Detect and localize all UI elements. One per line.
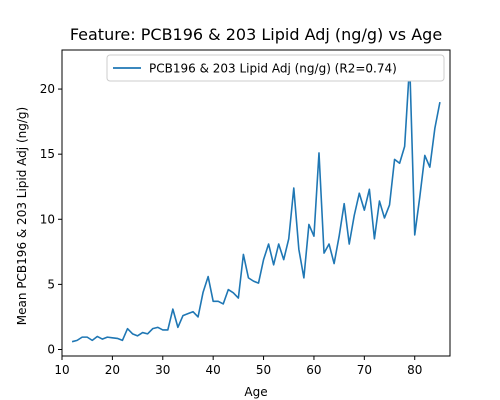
y-tick-label: 10 [40,212,55,226]
chart-title: Feature: PCB196 & 203 Lipid Adj (ng/g) v… [70,25,442,44]
y-tick-label: 0 [47,342,55,356]
y-tick-label: 20 [40,82,55,96]
x-tick-label: 30 [155,363,170,377]
x-tick-label: 40 [206,363,221,377]
legend: PCB196 & 203 Lipid Adj (ng/g) (R2=0.74) [106,54,445,82]
legend-label: PCB196 & 203 Lipid Adj (ng/g) (R2=0.74) [149,62,397,76]
x-tick-label: 80 [407,363,422,377]
x-axis-label: Age [244,385,267,399]
legend-box [106,54,445,82]
x-tick-label: 70 [357,363,372,377]
x-tick-label: 60 [306,363,321,377]
x-tick-label: 10 [54,363,69,377]
y-tick-label: 5 [47,277,55,291]
axes-frame [61,49,451,357]
x-tick-label: 50 [256,363,271,377]
x-tick-label: 20 [105,363,120,377]
y-tick-label: 15 [40,147,55,161]
plot-area: 10 20 30 40 50 60 70 80 0 5 10 15 20 [40,49,451,377]
series-line-0 [71,62,441,343]
y-axis-label: Mean PCB196 & 203 Lipid Adj (ng/g) [15,107,29,325]
